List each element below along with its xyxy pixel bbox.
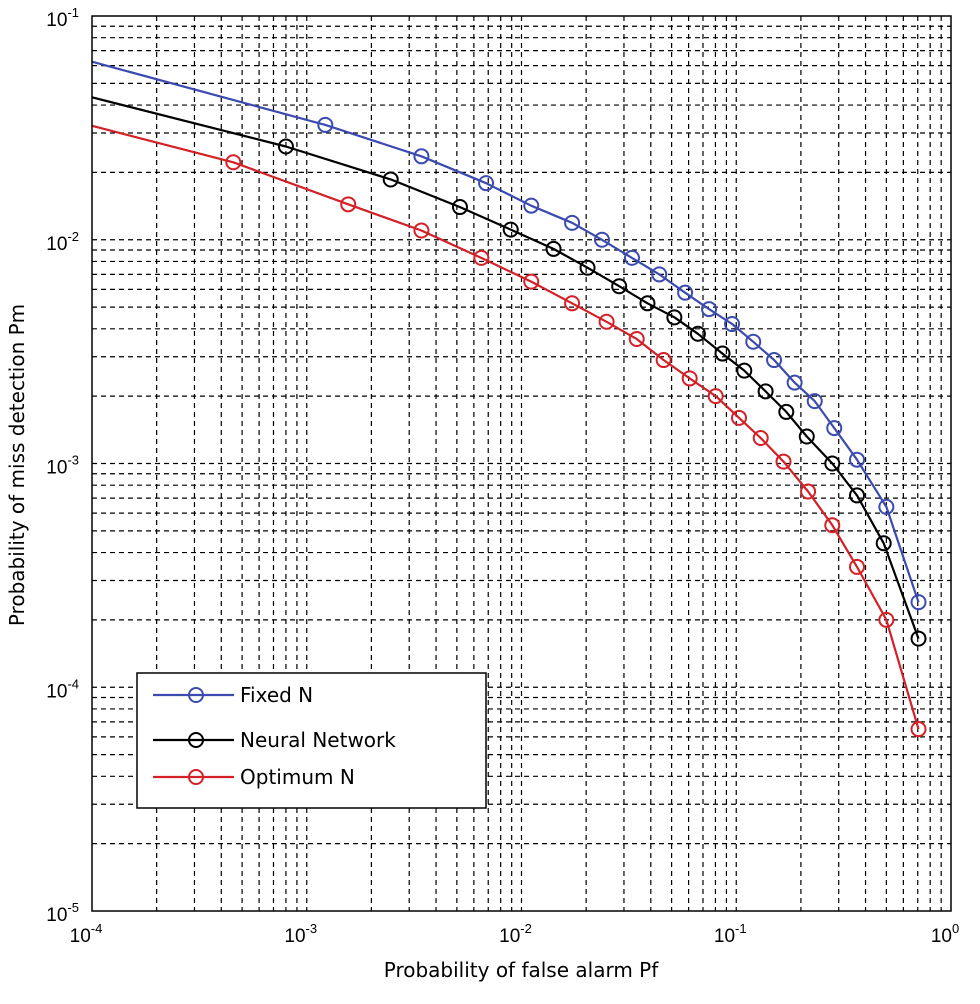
data-point-neural-network — [824, 455, 841, 472]
data-point-fixed-n — [593, 231, 610, 248]
x-tick-label: 10-2 — [499, 921, 532, 947]
x-tick-label: 10-3 — [284, 921, 317, 947]
data-point-fixed-n — [677, 284, 694, 301]
data-point-fixed-n — [910, 594, 927, 611]
data-point-fixed-n — [786, 374, 803, 391]
data-point-optimum-n — [628, 331, 645, 348]
series-line-fixed-n — [91, 60, 920, 603]
legend-label-neural-network: Neural Network — [240, 728, 396, 752]
y-tick-label: 10-4 — [46, 676, 79, 702]
x-tick-label: 100 — [931, 921, 959, 947]
x-axis-label: Probability of false alarm Pf — [384, 958, 659, 982]
data-point-fixed-n — [724, 316, 741, 333]
series-layer — [91, 60, 927, 738]
data-point-neural-network — [451, 199, 468, 216]
data-point-neural-network — [545, 240, 562, 257]
data-point-optimum-n — [340, 196, 357, 213]
y-tick-label: 10-5 — [46, 900, 79, 926]
data-point-neural-network — [689, 325, 706, 342]
data-point-fixed-n — [766, 352, 783, 369]
data-point-neural-network — [714, 345, 731, 362]
plot-frame — [91, 15, 952, 912]
data-point-neural-network — [502, 221, 519, 238]
data-point-optimum-n — [910, 721, 927, 738]
data-point-optimum-n — [752, 430, 769, 447]
data-point-optimum-n — [707, 388, 724, 405]
data-point-neural-network — [910, 630, 927, 647]
data-point-optimum-n — [473, 249, 490, 266]
data-point-fixed-n — [317, 116, 334, 133]
legend-label-fixed-n: Fixed N — [240, 683, 313, 707]
legend-marker-optimum-n — [188, 769, 204, 785]
data-point-neural-network — [778, 403, 795, 420]
legend-label-optimum-n: Optimum N — [240, 765, 355, 789]
data-point-neural-network — [849, 487, 866, 504]
data-point-optimum-n — [598, 313, 615, 330]
y-tick-label: 10-3 — [46, 453, 79, 479]
data-point-fixed-n — [826, 420, 843, 437]
data-point-fixed-n — [849, 451, 866, 468]
data-point-fixed-n — [523, 197, 540, 214]
data-point-optimum-n — [849, 558, 866, 575]
data-point-fixed-n — [413, 148, 430, 165]
legend-marker-neural-network — [188, 732, 204, 748]
data-point-neural-network — [666, 309, 683, 326]
data-point-optimum-n — [564, 295, 581, 312]
data-point-optimum-n — [878, 611, 895, 628]
legend-marker-fixed-n — [188, 687, 204, 703]
data-point-optimum-n — [775, 453, 792, 470]
data-point-neural-network — [611, 278, 628, 295]
data-point-optimum-n — [523, 273, 540, 290]
data-point-neural-network — [579, 259, 596, 276]
legend: Fixed N Neural Network Optimum N — [136, 672, 487, 809]
data-point-fixed-n — [701, 301, 718, 318]
data-point-neural-network — [875, 535, 892, 552]
data-point-neural-network — [639, 295, 656, 312]
x-tick-label: 10-1 — [714, 921, 747, 947]
data-point-fixed-n — [878, 498, 895, 515]
data-point-neural-network — [798, 428, 815, 445]
data-point-fixed-n — [651, 266, 668, 283]
data-point-optimum-n — [824, 517, 841, 534]
data-point-neural-network — [736, 362, 753, 379]
data-point-optimum-n — [413, 222, 430, 239]
data-point-neural-network — [757, 383, 774, 400]
y-tick-label: 10-1 — [46, 5, 79, 31]
data-point-fixed-n — [745, 333, 762, 350]
y-tick-label: 10-2 — [46, 229, 79, 255]
data-point-fixed-n — [564, 214, 581, 231]
data-point-optimum-n — [655, 352, 672, 369]
data-point-optimum-n — [225, 154, 242, 171]
data-point-optimum-n — [681, 370, 698, 387]
data-point-neural-network — [277, 138, 294, 155]
data-point-fixed-n — [478, 175, 495, 192]
data-point-optimum-n — [800, 483, 817, 500]
x-tick-label: 10-4 — [70, 921, 103, 947]
data-point-fixed-n — [623, 249, 640, 266]
data-point-neural-network — [382, 171, 399, 188]
y-axis-label: Probability of miss detection Pm — [5, 304, 29, 626]
data-point-optimum-n — [731, 409, 748, 426]
data-point-fixed-n — [806, 393, 823, 410]
